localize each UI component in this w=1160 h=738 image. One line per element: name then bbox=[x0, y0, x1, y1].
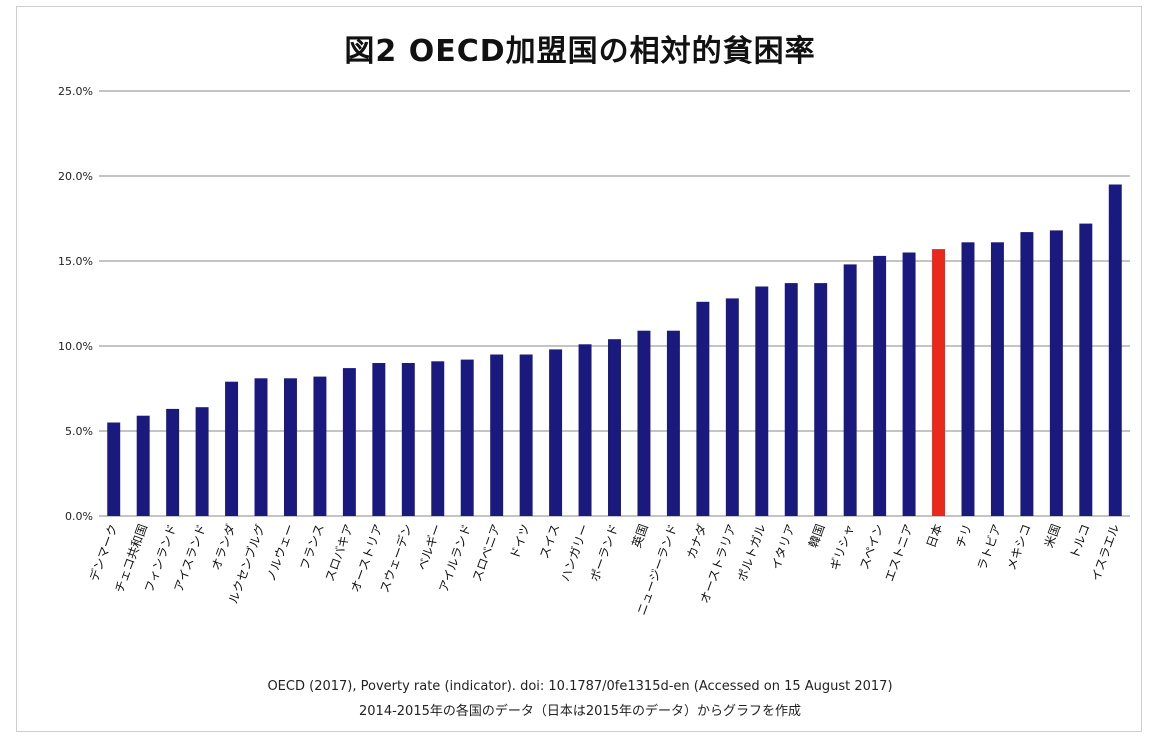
bar bbox=[873, 255, 887, 516]
bar bbox=[460, 359, 474, 516]
y-tick-label: 25.0% bbox=[58, 85, 93, 98]
bar bbox=[814, 283, 828, 516]
x-tick-label: スイス bbox=[537, 522, 562, 560]
x-tick-label: トルコ bbox=[1067, 522, 1092, 560]
x-tick-label: ポーランド bbox=[588, 522, 622, 583]
bar bbox=[313, 376, 327, 516]
x-tick-label: ドイツ bbox=[507, 522, 532, 561]
source-note: 2014-2015年の各国のデータ（日本は2015年のデータ）からグラフを作成 bbox=[359, 704, 801, 719]
bar bbox=[902, 252, 916, 516]
bar bbox=[755, 286, 769, 516]
bar bbox=[549, 349, 563, 516]
bar bbox=[195, 407, 209, 516]
bar bbox=[225, 381, 239, 516]
x-tick-label: カナダ bbox=[683, 522, 709, 561]
x-tick-label: チリ bbox=[953, 522, 974, 549]
x-tick-label: ハンガリー bbox=[558, 522, 592, 583]
bar bbox=[696, 301, 710, 516]
bar bbox=[1108, 184, 1122, 516]
x-tick-label: 英国 bbox=[629, 522, 650, 549]
x-tick-label: 日本 bbox=[924, 522, 945, 549]
bar bbox=[990, 242, 1004, 517]
x-tick-label: 米国 bbox=[1042, 522, 1063, 549]
x-tick-label: オランダ bbox=[208, 522, 239, 572]
bar bbox=[431, 361, 445, 516]
bar bbox=[166, 408, 180, 516]
bar bbox=[843, 264, 857, 516]
bar bbox=[519, 354, 533, 516]
bar bbox=[932, 249, 946, 516]
source-citation: OECD (2017), Poverty rate (indicator). d… bbox=[267, 679, 893, 694]
x-tick-label: ギリシャ bbox=[827, 522, 857, 572]
bar bbox=[107, 422, 121, 516]
x-tick-label: ノルウェー bbox=[264, 522, 298, 583]
chart-title: 図2 OECD加盟国の相対的貧困率 bbox=[344, 34, 816, 69]
x-tick-label: イスラエル bbox=[1089, 522, 1123, 583]
bar bbox=[342, 368, 356, 516]
bar bbox=[784, 283, 798, 516]
x-tick-label: フランス bbox=[297, 522, 326, 572]
y-tick-label: 20.0% bbox=[58, 170, 93, 183]
bar bbox=[725, 298, 739, 516]
bar bbox=[1020, 232, 1034, 516]
bar bbox=[254, 378, 268, 516]
x-tick-label: ポルトガル bbox=[735, 522, 769, 583]
bar bbox=[401, 363, 415, 516]
y-tick-label: 0.0% bbox=[65, 510, 93, 523]
bar bbox=[283, 378, 297, 516]
x-tick-label: デンマーク bbox=[86, 522, 121, 584]
bar bbox=[961, 242, 975, 517]
bar bbox=[136, 415, 150, 516]
x-tick-label: スロベニア bbox=[470, 522, 504, 583]
x-tick-label: メキシコ bbox=[1004, 522, 1034, 572]
x-tick-label: エストニア bbox=[882, 522, 916, 583]
bar bbox=[1049, 230, 1063, 516]
x-tick-label: 韓国 bbox=[806, 522, 827, 549]
y-tick-label: 10.0% bbox=[58, 340, 93, 353]
bar bbox=[1079, 223, 1093, 516]
bar bbox=[637, 330, 651, 516]
bar bbox=[372, 363, 386, 516]
y-tick-label: 5.0% bbox=[65, 425, 93, 438]
x-tick-label: スペイン bbox=[857, 522, 886, 571]
x-tick-label: スロバキア bbox=[323, 522, 357, 583]
bar bbox=[608, 339, 621, 516]
x-tick-label: ベルギー bbox=[415, 522, 445, 572]
y-tick-label: 15.0% bbox=[58, 255, 93, 268]
bar bbox=[666, 330, 680, 516]
bar bbox=[578, 344, 592, 516]
x-tick-label: ラトビア bbox=[975, 522, 1005, 572]
x-tick-label: イタリア bbox=[769, 522, 798, 571]
bar bbox=[490, 354, 504, 516]
